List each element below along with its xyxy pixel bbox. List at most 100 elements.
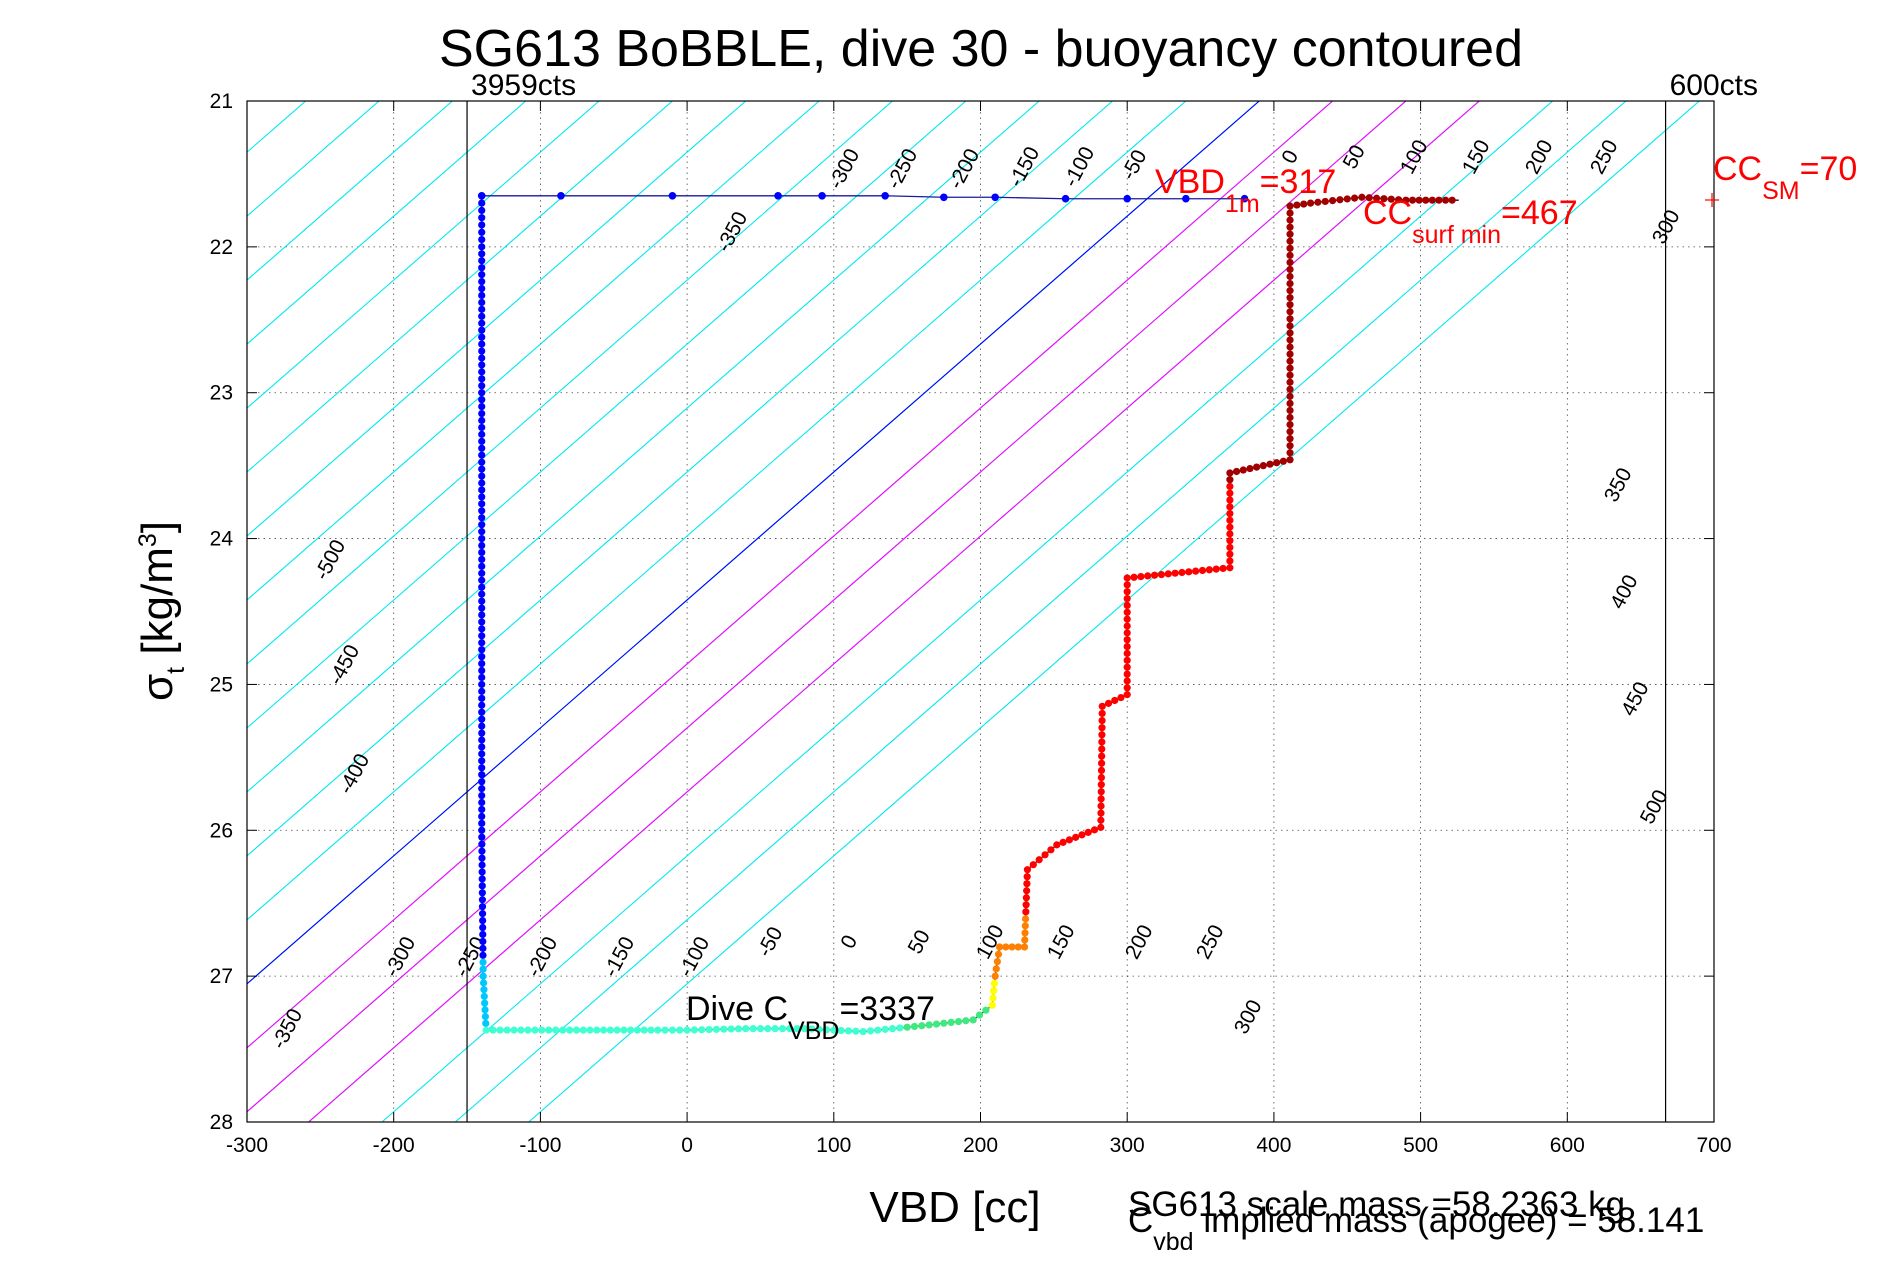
contour-line-18 bbox=[247, 101, 893, 665]
ascent-point-35 bbox=[1097, 795, 1105, 803]
ascent-point-77 bbox=[1178, 568, 1186, 577]
ascent-point-46 bbox=[1098, 716, 1106, 725]
bottom-point-56 bbox=[881, 1025, 889, 1033]
footer-implied-sub: vbd bbox=[1153, 1228, 1193, 1256]
axis-ticks: -300 -200 -100 0 100 200 300 400 500 600 700212223… bbox=[210, 90, 1732, 1157]
magenta-contour-0 bbox=[247, 101, 1333, 1049]
ascent-point-45 bbox=[1098, 724, 1106, 732]
y-tick-label-2: 23 bbox=[210, 382, 233, 405]
contour-line-9 bbox=[0, 101, 232, 1122]
limit-label-1: 600cts bbox=[1670, 69, 1758, 102]
ascent-point-139 bbox=[1286, 230, 1294, 238]
ascent-point-136 bbox=[1286, 251, 1294, 259]
surface-ascent-point-17 bbox=[1408, 196, 1417, 204]
ascent-point-9 bbox=[1021, 936, 1029, 944]
ascent-point-135 bbox=[1286, 258, 1294, 267]
ascent-point-99 bbox=[1232, 467, 1241, 476]
descent-point-87 bbox=[478, 798, 486, 807]
ascent-point-56 bbox=[1123, 663, 1131, 671]
surface-ascent-point-0 bbox=[1286, 202, 1294, 210]
ascent-point-4 bbox=[995, 943, 1004, 951]
ascent-point-43 bbox=[1098, 738, 1106, 746]
descent-point-7 bbox=[478, 243, 486, 251]
bottom-point-55 bbox=[874, 1026, 882, 1034]
ascent-point-101 bbox=[1246, 464, 1254, 473]
ascent-point-109 bbox=[1286, 442, 1294, 450]
surface-ascent-point-1 bbox=[1293, 201, 1301, 209]
descent-point-81 bbox=[478, 757, 486, 765]
surface-ascent-point-19 bbox=[1422, 196, 1430, 204]
bottom-point-30 bbox=[690, 1026, 699, 1034]
ascent-point-1 bbox=[992, 965, 1000, 973]
descent-surface-point-3 bbox=[774, 192, 782, 200]
contour-line-22 bbox=[247, 101, 1187, 921]
descent-surface-point-6 bbox=[940, 193, 948, 202]
ascent-point-55 bbox=[1123, 670, 1131, 678]
bottom-point-10 bbox=[552, 1026, 560, 1034]
contour-label-left-2: -400 bbox=[334, 750, 374, 798]
limit-label-0: 3959cts bbox=[471, 69, 576, 102]
descent-point-48 bbox=[478, 528, 486, 536]
descent-point-22 bbox=[478, 347, 486, 355]
y-axis-label-unit: [kg/m bbox=[133, 547, 182, 667]
surface-ascent-point-8 bbox=[1343, 195, 1351, 203]
descent-point-39 bbox=[478, 465, 486, 473]
descent-point-46 bbox=[478, 514, 486, 522]
descent-point-50 bbox=[478, 541, 486, 550]
descent-point-4 bbox=[478, 221, 486, 229]
bottom-point-0 bbox=[482, 1026, 490, 1034]
ascent-point-100 bbox=[1239, 466, 1247, 474]
ascent-point-127 bbox=[1286, 315, 1294, 323]
surface-ascent-point-21 bbox=[1435, 196, 1443, 204]
descent-point-9 bbox=[478, 257, 486, 265]
x-tick-label-4: 100 bbox=[816, 1134, 851, 1157]
bottom-point-12 bbox=[566, 1026, 574, 1034]
bottom-point-73 bbox=[990, 987, 998, 995]
ascent-point-81 bbox=[1205, 566, 1213, 574]
x-tick-label-9: 600 bbox=[1550, 1134, 1585, 1157]
bottom-point-14 bbox=[579, 1026, 587, 1034]
descent-point-69 bbox=[478, 673, 486, 682]
descent-point-84 bbox=[478, 778, 486, 786]
y-tick-label-4: 25 bbox=[210, 673, 233, 696]
ascent-point-69 bbox=[1123, 574, 1131, 582]
descent-point-109 bbox=[479, 951, 487, 959]
bottom-point-44 bbox=[793, 1025, 801, 1033]
descent-point-8 bbox=[478, 250, 486, 258]
contour-label-upper-8: 50 bbox=[1339, 141, 1370, 172]
descent-surface-point-10 bbox=[1182, 194, 1190, 203]
bottom-point-32 bbox=[705, 1025, 713, 1034]
chart-title: SG613 BoBBLE, dive 30 - buoyancy contour… bbox=[439, 20, 1523, 78]
descent-point-79 bbox=[478, 743, 486, 751]
bottom-point-11 bbox=[559, 1026, 567, 1034]
bottom-point-5 bbox=[517, 1026, 525, 1034]
ascent-point-58 bbox=[1123, 649, 1131, 658]
contour-line-16 bbox=[247, 101, 747, 537]
cc-surf-min-value: =467 bbox=[1501, 194, 1578, 232]
surface-ascent-point-16 bbox=[1402, 196, 1410, 204]
ascent-point-131 bbox=[1286, 287, 1294, 295]
contour-label-lower-10: 150 bbox=[1043, 921, 1080, 963]
ascent-point-105 bbox=[1273, 459, 1281, 467]
bottom-point-4 bbox=[510, 1026, 518, 1034]
ascent-point-49 bbox=[1104, 699, 1113, 707]
ascent-point-28 bbox=[1078, 831, 1086, 839]
ascent-point-7 bbox=[1014, 943, 1022, 951]
ascent-point-31 bbox=[1097, 823, 1105, 831]
ascent-point-63 bbox=[1123, 615, 1131, 623]
apogee-buoyancy-line bbox=[247, 101, 1260, 985]
ascent-point-36 bbox=[1097, 788, 1105, 796]
x-axis-label: VBD [cc] bbox=[869, 1183, 1040, 1232]
descent-point-6 bbox=[478, 235, 486, 244]
descent-point-118 bbox=[481, 1013, 489, 1021]
ascent-point-94 bbox=[1226, 496, 1234, 504]
descent-point-47 bbox=[478, 521, 486, 529]
bottom-point-74 bbox=[990, 979, 999, 988]
descent-point-15 bbox=[478, 298, 486, 307]
x-tick-label-3: 0 bbox=[681, 1134, 693, 1157]
ascent-point-104 bbox=[1266, 460, 1274, 468]
bottom-point-59 bbox=[903, 1023, 911, 1031]
x-tick-label-1: -200 bbox=[373, 1134, 415, 1157]
contour-label-upper-5: -100 bbox=[1059, 143, 1099, 191]
bottom-point-1 bbox=[489, 1026, 497, 1034]
